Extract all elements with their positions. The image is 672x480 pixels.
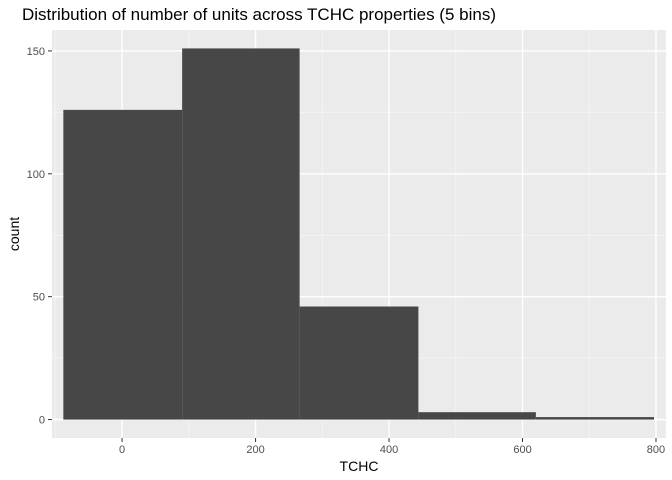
x-tick-label-3: 600	[513, 444, 531, 456]
x-tick-label-1: 200	[246, 444, 264, 456]
y-axis-ticks: 0 50 100 150	[27, 46, 52, 427]
bars	[63, 48, 654, 420]
bar-3	[418, 412, 536, 420]
bar-1	[182, 48, 300, 420]
bar-2	[299, 306, 419, 420]
x-tick-label-2: 400	[380, 444, 398, 456]
y-tick-label-0: 0	[39, 415, 45, 427]
x-tick-label-0: 0	[119, 444, 125, 456]
y-tick-label-1: 50	[33, 292, 45, 304]
x-axis-ticks: 0 200 400 600 800	[119, 438, 665, 456]
bar-0	[63, 109, 183, 420]
x-axis-title: TCHC	[340, 458, 379, 474]
y-axis-title: count	[6, 217, 22, 251]
chart-title: Distribution of number of units across T…	[22, 5, 496, 24]
y-tick-label-2: 100	[27, 169, 45, 181]
x-tick-label-4: 800	[647, 444, 665, 456]
y-tick-label-3: 150	[27, 46, 45, 58]
bar-4	[535, 417, 654, 420]
